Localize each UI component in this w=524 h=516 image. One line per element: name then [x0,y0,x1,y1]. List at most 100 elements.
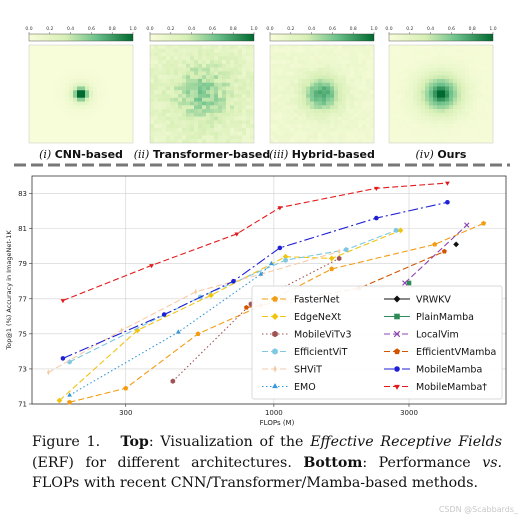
erf-cell [238,48,243,53]
erf-cell [477,94,482,98]
erf-cell [194,78,199,83]
erf-cell [210,112,215,117]
caption-text: : Visualization of the [148,434,311,450]
erf-cell [318,120,323,125]
erf-cell [242,67,247,72]
erf-cell [342,45,347,49]
erf-cell [174,135,179,140]
erf-cell [65,101,70,106]
data-point [402,280,408,286]
erf-cell [445,78,450,83]
erf-cell [202,82,207,87]
erf-cell [234,139,239,144]
erf-cell [338,82,343,87]
erf-cell [162,101,167,106]
erf-cell [85,63,90,68]
erf-cell [294,71,299,76]
erf-cell [354,109,359,113]
erf-cell [433,94,438,98]
erf-cell [469,116,474,121]
erf-cell [389,45,394,49]
erf-cell [354,127,359,132]
y-tick-label: 83 [18,190,27,198]
erf-cell [85,78,90,83]
figure-label: Figure 1. [32,434,101,450]
erf-cell [417,124,422,129]
erf-cell [457,63,462,68]
erf-cell [389,124,394,129]
erf-cell [202,94,207,98]
erf-cell [481,105,486,110]
erf-cell [425,56,430,61]
erf-cell [334,82,339,87]
erf-cell [65,97,70,102]
erf-cell [97,71,102,76]
erf-cell [298,109,303,113]
erf-cell [170,127,175,132]
erf-cell [214,52,219,57]
erf-cell [306,78,311,83]
erf-cell [469,52,474,57]
x-axis-label: FLOPs (M) [260,419,295,427]
erf-cell [389,112,394,117]
erf-cell [433,82,438,87]
erf-cell [425,116,430,121]
erf-cell [370,97,375,102]
erf-cell [433,116,438,121]
erf-cell [246,45,251,49]
erf-cell [405,97,410,102]
erf-cell [77,56,82,61]
erf-cell [45,105,50,110]
erf-cell [178,67,183,72]
erf-cell [166,78,171,83]
erf-cell [198,109,203,113]
erf-cell [477,67,482,72]
erf-cell [437,127,442,132]
erf-cell [437,112,442,117]
erf-cell [125,139,130,144]
erf-cell [362,78,367,83]
data-point [277,245,283,251]
erf-cell [401,52,406,57]
erf-cell [350,131,355,136]
erf-cell [89,86,94,91]
erf-cell [33,82,38,87]
erf-cell [117,105,122,110]
erf-cell [437,135,442,140]
erf-cell [150,94,155,98]
erf-cell [342,139,347,144]
erf-cell [302,109,307,113]
erf-cell [362,101,367,106]
erf-cell [194,45,199,49]
erf-cell [314,48,319,53]
erf-cell [326,67,331,72]
erf-numeral: (iii) [269,148,292,161]
erf-cell [73,86,78,91]
erf-cell [358,75,363,80]
erf-cell [89,127,94,132]
erf-cell [429,139,434,144]
erf-cell [465,135,470,140]
erf-cell [210,116,215,121]
erf-cell [101,48,106,53]
erf-cell [125,71,130,76]
erf-cell [449,45,454,49]
erf-cell [358,90,363,95]
erf-cell [326,52,331,57]
erf-cell [53,48,58,53]
erf-cell [461,116,466,121]
erf-cell [421,86,426,91]
erf-cell [234,97,239,102]
erf-cell [238,135,243,140]
erf-cell [178,94,183,98]
data-point [268,260,274,266]
erf-cell [405,63,410,68]
erf-cell [465,124,470,129]
erf-cell [109,109,114,113]
legend-item: MobileMamba† [384,382,487,393]
erf-cell [449,116,454,121]
erf-cell [445,67,450,72]
erf-cell [117,48,122,53]
erf-cell [441,109,446,113]
erf-cell [389,78,394,83]
